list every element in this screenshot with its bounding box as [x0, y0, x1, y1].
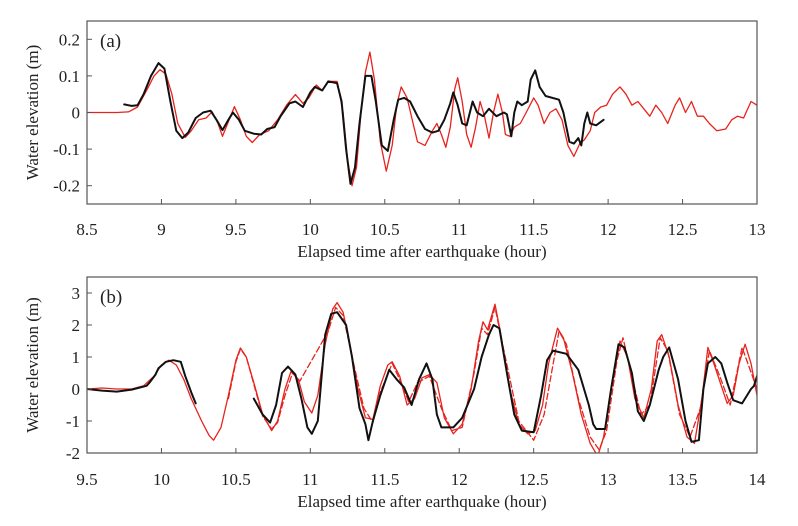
- series-line-2: [87, 359, 197, 405]
- y-tick-label: -0.1: [53, 140, 80, 159]
- y-tick-label: 0.1: [59, 67, 80, 86]
- panel-b: 9.5 10 10.5 11 11.5 12 12.5 13 13.5 143210-1-2Ela…: [23, 276, 767, 511]
- y-tick-label: -2: [66, 444, 80, 463]
- x-tick-label: 11: [451, 220, 467, 239]
- x-tick-label: 13: [600, 470, 617, 489]
- series-group: [87, 51, 757, 187]
- y-tick-label: 2: [72, 316, 81, 335]
- y-tick-label: 0: [72, 104, 81, 123]
- x-tick-label: 10: [153, 470, 170, 489]
- panel-a: 8.5 9 9.5 10 10.5 11 11.5 12 12.5 13 0.2 0.1 0 -0.1 -0…: [23, 20, 766, 261]
- x-tick-label: 9: [157, 220, 166, 239]
- x-tick-label: 11: [302, 470, 318, 489]
- y-tick-label: 0.2: [59, 30, 80, 49]
- y-axis-title: Water elevation (m): [23, 45, 42, 181]
- series-line-3: [252, 311, 757, 443]
- y-axis-title: Water elevation (m): [23, 297, 42, 433]
- x-tick-label: 12: [600, 220, 617, 239]
- x-tick-label: 13.5: [668, 470, 698, 489]
- x-axis-title: Elapsed time after earthquake (hour): [297, 242, 546, 261]
- panel-label: (b): [100, 287, 122, 308]
- series-group: [87, 301, 757, 453]
- x-tick-label: 10.5: [370, 220, 400, 239]
- series-line-0: [87, 51, 757, 187]
- series-line-1: [123, 62, 605, 185]
- x-tick-label: 12.5: [519, 470, 549, 489]
- y-tick-label: 0: [72, 380, 81, 399]
- y-tick-label: -1: [66, 412, 80, 431]
- x-tick-label: 10: [302, 220, 319, 239]
- x-tick-label: 11.5: [370, 470, 399, 489]
- x-tick-label: 12.5: [668, 220, 698, 239]
- x-tick-label: 12: [451, 470, 468, 489]
- plot-frame: [86, 276, 758, 454]
- x-tick-label: 11.5: [519, 220, 548, 239]
- x-tick-label: 8.5: [76, 220, 97, 239]
- x-tick-label: 9.5: [225, 220, 246, 239]
- x-tick-label: 9.5: [76, 470, 97, 489]
- panel-label: (a): [100, 31, 121, 52]
- series-line-1: [227, 306, 757, 451]
- y-tick-label: -0.2: [53, 177, 80, 196]
- x-tick-label: 10.5: [221, 470, 251, 489]
- x-axis-title: Elapsed time after earthquake (hour): [297, 492, 546, 511]
- x-tick-label: 13: [749, 220, 766, 239]
- y-tick-label: 3: [72, 284, 81, 303]
- y-tick-label: 1: [72, 348, 81, 367]
- plot-frame: [86, 20, 758, 205]
- x-tick-label: 14: [749, 470, 767, 489]
